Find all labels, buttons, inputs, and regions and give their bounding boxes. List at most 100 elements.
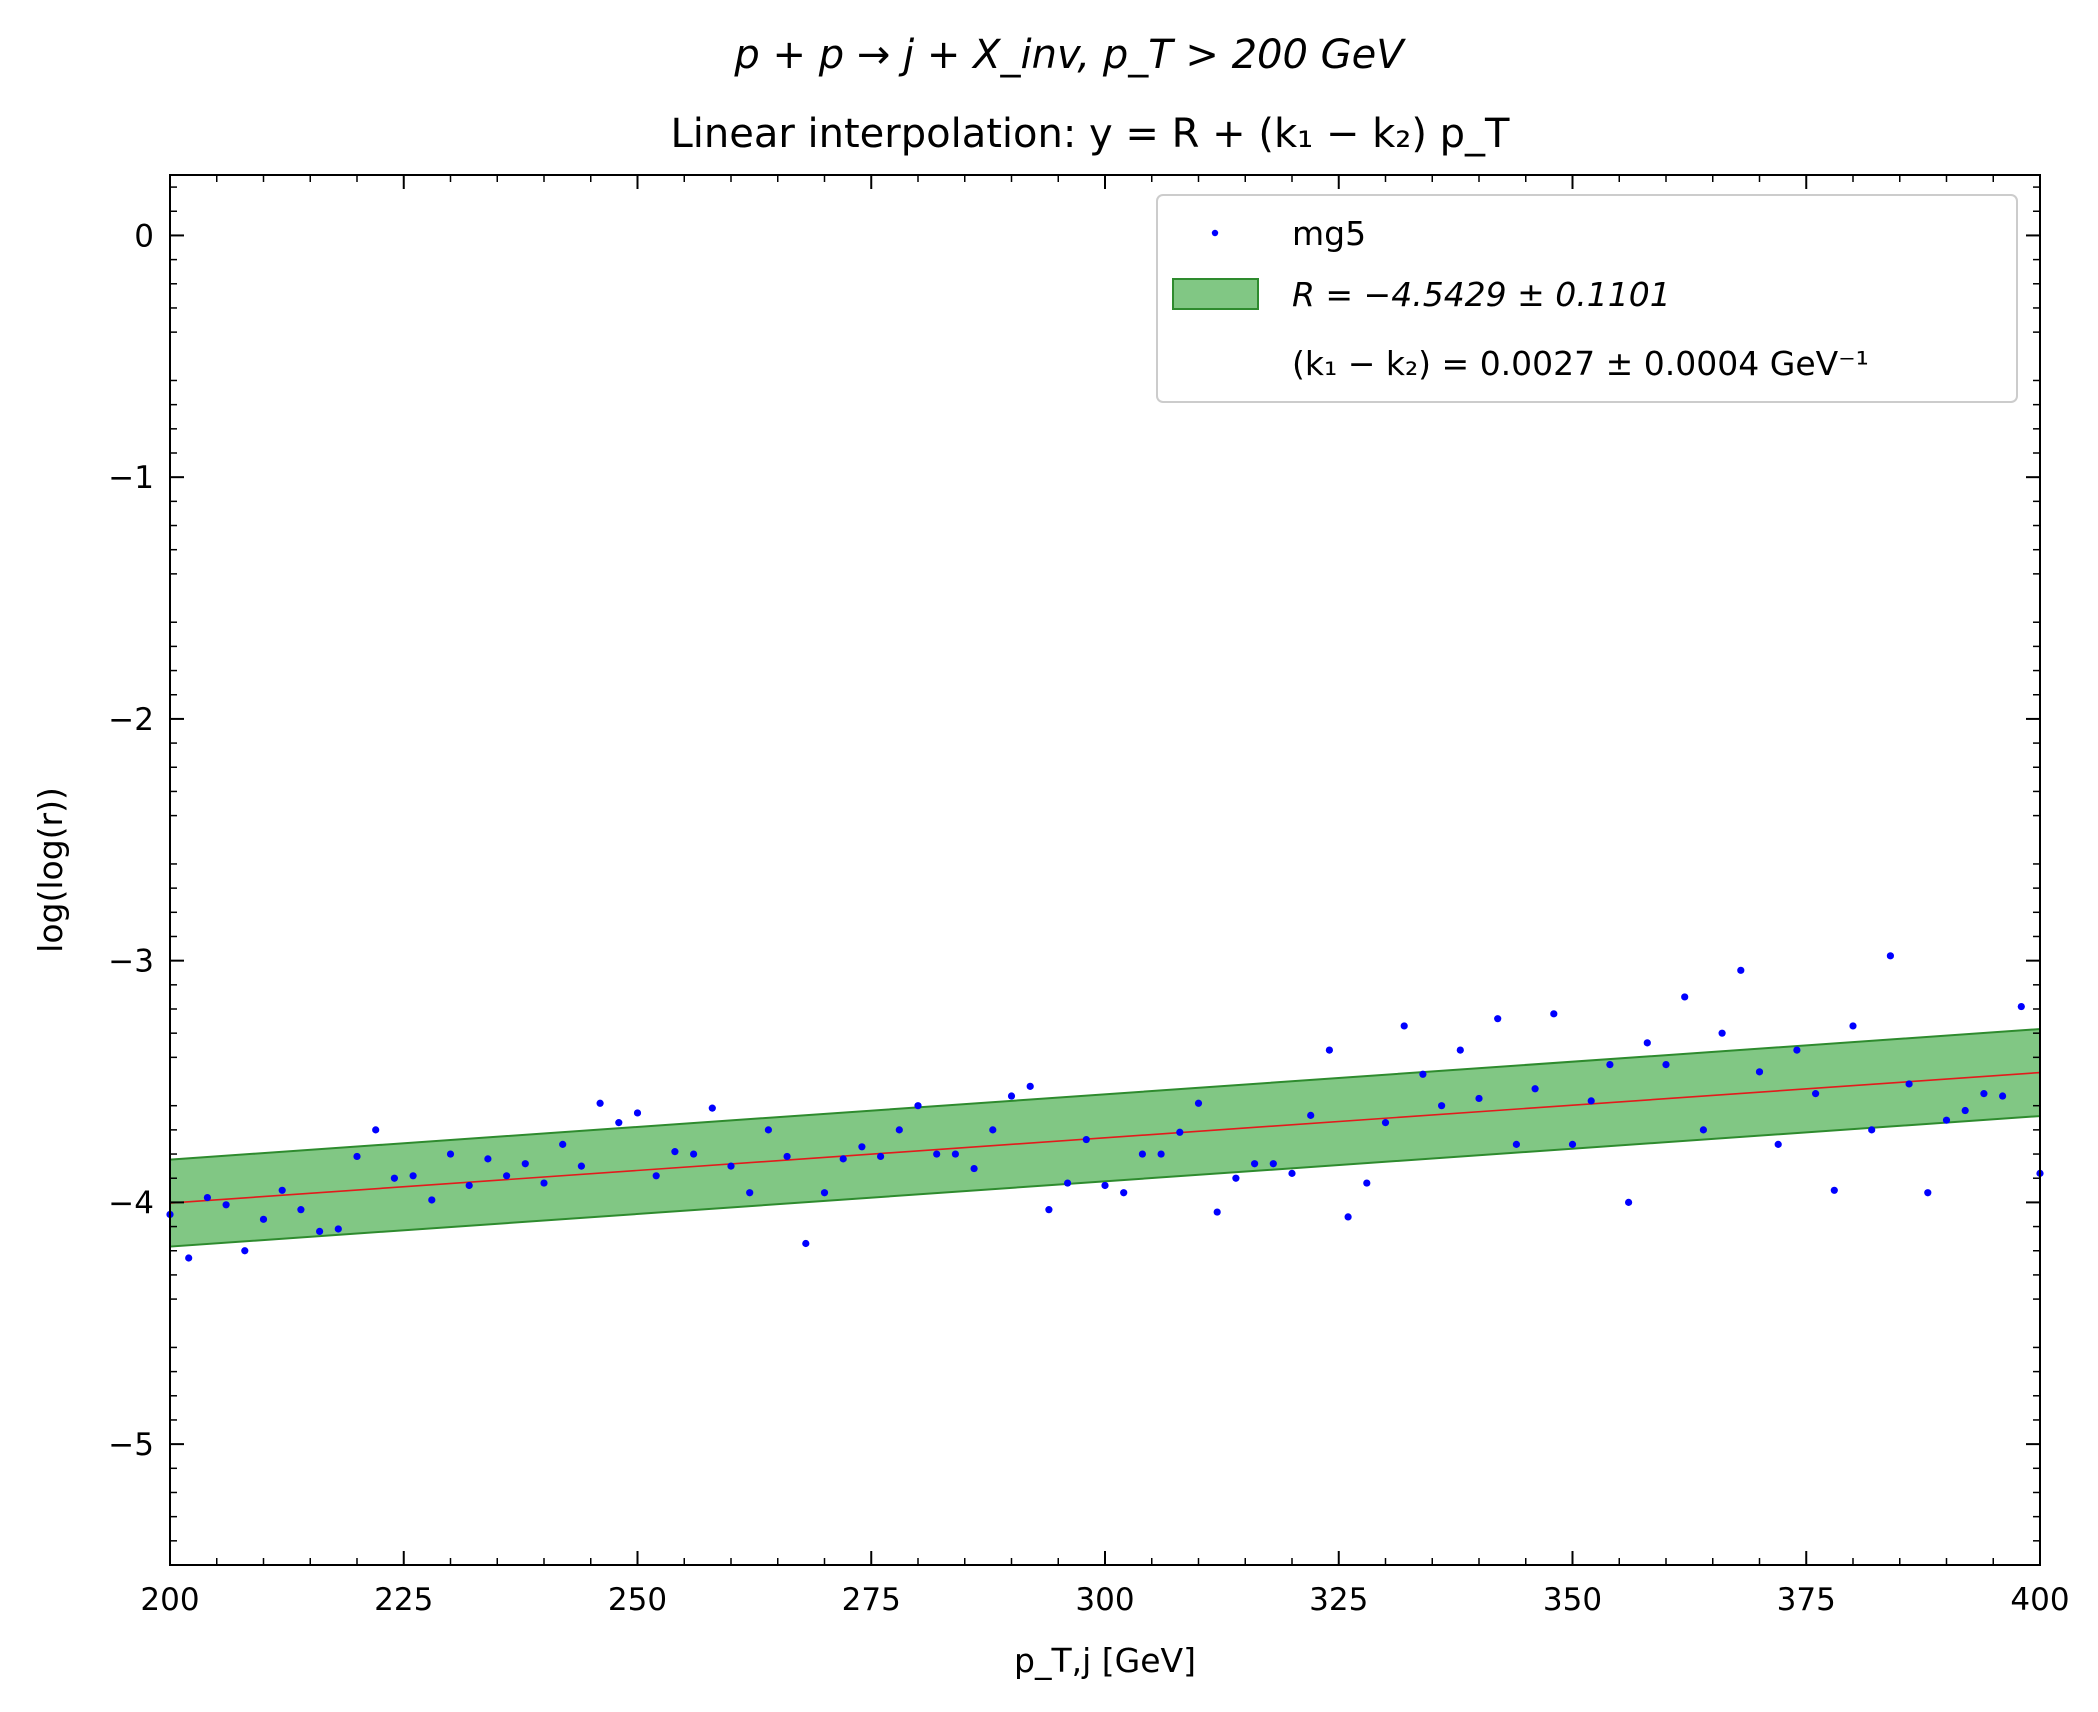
data-point	[1194, 1099, 1203, 1107]
data-point	[540, 1179, 548, 1187]
data-point	[970, 1164, 978, 1173]
data-point	[1999, 1092, 2007, 1100]
data-point	[446, 1150, 455, 1158]
data-point	[671, 1148, 679, 1156]
data-point	[1924, 1189, 1932, 1197]
data-point	[577, 1162, 586, 1170]
data-point	[1251, 1160, 1259, 1168]
data-point	[1213, 1208, 1221, 1216]
data-point	[390, 1174, 398, 1182]
y-tick-label: −4	[108, 1185, 154, 1221]
data-point	[933, 1150, 941, 1158]
data-point	[615, 1119, 623, 1127]
data-point	[820, 1189, 829, 1197]
data-point	[1007, 1092, 1016, 1100]
x-tick-label: 375	[1777, 1582, 1836, 1618]
data-point	[1045, 1206, 1053, 1214]
data-point	[278, 1186, 286, 1194]
data-point	[521, 1160, 529, 1168]
data-point	[1718, 1029, 1726, 1037]
legend: mg5 R = −4.5429 ± 0.1101 (k₁ − k₂) = 0.0…	[1156, 194, 2018, 403]
data-point	[297, 1206, 305, 1214]
data-point	[1737, 966, 1745, 974]
ticks-layer: 200 225 250 275 300 325 350 375 400 0 −1 −2 −3 −4 −5	[108, 175, 2070, 1618]
data-point	[428, 1196, 436, 1204]
data-point	[802, 1239, 810, 1248]
data-point	[1606, 1061, 1614, 1069]
data-point	[764, 1126, 773, 1134]
plot-frame	[169, 174, 2041, 1566]
x-tick-label: 225	[374, 1582, 433, 1618]
data-point	[1849, 1022, 1857, 1030]
data-point	[989, 1126, 997, 1134]
data-point	[353, 1152, 361, 1161]
data-point	[1568, 1140, 1577, 1148]
legend-label-slope: (k₁ − k₂) = 0.0027 ± 0.0004 GeV⁻¹	[1292, 344, 1869, 383]
data-point	[1531, 1085, 1539, 1093]
data-point	[1830, 1186, 1838, 1194]
data-point	[1232, 1174, 1240, 1182]
data-point	[1980, 1090, 1988, 1098]
data-point	[1363, 1179, 1371, 1187]
y-tick-label: −3	[108, 944, 154, 980]
data-point	[1886, 952, 1894, 960]
data-point	[1662, 1061, 1670, 1069]
data-point	[1793, 1046, 1801, 1054]
y-tick-label: 0	[134, 218, 154, 254]
data-point	[1269, 1160, 1277, 1168]
data-point	[2017, 1002, 2025, 1011]
data-point	[1381, 1119, 1390, 1127]
data-point	[1138, 1150, 1146, 1158]
data-point	[259, 1215, 268, 1223]
data-point	[222, 1201, 230, 1209]
y-tick-label: −1	[108, 460, 154, 496]
data-point	[633, 1109, 642, 1117]
data-point	[895, 1126, 903, 1134]
data-point	[316, 1227, 324, 1235]
data-point	[1755, 1068, 1764, 1076]
data-point	[746, 1189, 754, 1197]
data-point	[1961, 1106, 1969, 1115]
data-point	[1625, 1198, 1633, 1206]
data-point	[409, 1172, 417, 1180]
legend-label-band: R = −4.5429 ± 0.1101	[1292, 275, 1671, 314]
x-axis-label: p_T,j [GeV]	[1014, 1641, 1196, 1680]
x-tick-label: 400	[2010, 1582, 2069, 1618]
data-point	[727, 1162, 735, 1170]
data-point	[1643, 1039, 1651, 1047]
data-point	[1905, 1080, 1913, 1088]
data-point	[1176, 1128, 1184, 1136]
data-point	[1288, 1169, 1296, 1177]
data-point	[708, 1104, 716, 1112]
data-point	[1456, 1046, 1464, 1054]
data-point	[1400, 1022, 1408, 1030]
data-point	[1812, 1090, 1820, 1098]
data-point	[1494, 1015, 1502, 1023]
data-point	[1325, 1046, 1333, 1054]
fit-line	[169, 1071, 2041, 1204]
data-point	[1699, 1126, 1707, 1134]
data-point	[1868, 1126, 1876, 1134]
data-point	[1157, 1150, 1165, 1158]
data-point	[1120, 1189, 1128, 1197]
data-point	[1512, 1140, 1520, 1148]
legend-band-swatch	[1172, 278, 1259, 310]
points-layer	[166, 952, 2044, 1262]
data-point	[465, 1181, 473, 1190]
data-point	[839, 1155, 847, 1163]
data-point	[372, 1126, 380, 1134]
chart-subtitle: Linear interpolation: y = R + (k₁ − k₂) …	[671, 111, 1511, 157]
x-tick-label: 350	[1543, 1582, 1602, 1618]
legend-point-marker	[1211, 229, 1219, 237]
data-point	[1026, 1082, 1034, 1090]
data-point	[690, 1150, 698, 1158]
data-point	[951, 1150, 960, 1158]
data-point	[1475, 1094, 1483, 1103]
data-point	[185, 1254, 193, 1262]
data-point	[1774, 1140, 1782, 1148]
data-point	[1101, 1181, 1109, 1190]
data-point	[1942, 1116, 1951, 1124]
data-point	[241, 1247, 249, 1255]
y-tick-label: −2	[108, 702, 154, 738]
y-tick-label: −5	[108, 1427, 154, 1463]
